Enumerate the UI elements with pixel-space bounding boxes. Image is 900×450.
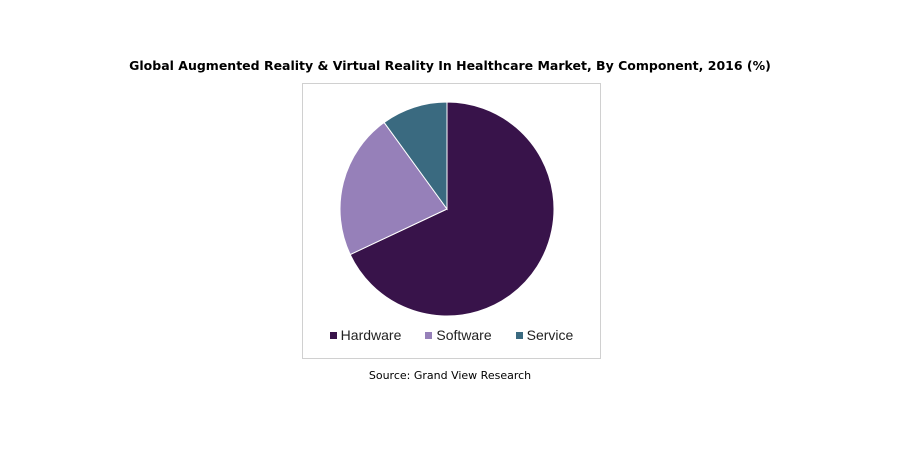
- chart-area: [302, 83, 601, 359]
- chart-title: Global Augmented Reality & Virtual Reali…: [129, 58, 771, 73]
- pie-slice-service: [383, 101, 448, 211]
- legend: Hardware Software Service: [302, 327, 601, 343]
- pie-slice-software: [339, 121, 448, 256]
- legend-label: Service: [526, 327, 574, 343]
- legend-item-service: Service: [515, 327, 574, 343]
- legend-swatch: [329, 331, 337, 339]
- legend-swatch: [425, 331, 433, 339]
- legend-label: Hardware: [340, 327, 402, 343]
- legend-swatch: [515, 331, 523, 339]
- pie-slice-hardware: [349, 101, 555, 317]
- legend-label: Software: [436, 327, 492, 343]
- legend-item-hardware: Hardware: [329, 327, 402, 343]
- source-note: Source: Grand View Research: [368, 369, 532, 382]
- legend-item-software: Software: [425, 327, 492, 343]
